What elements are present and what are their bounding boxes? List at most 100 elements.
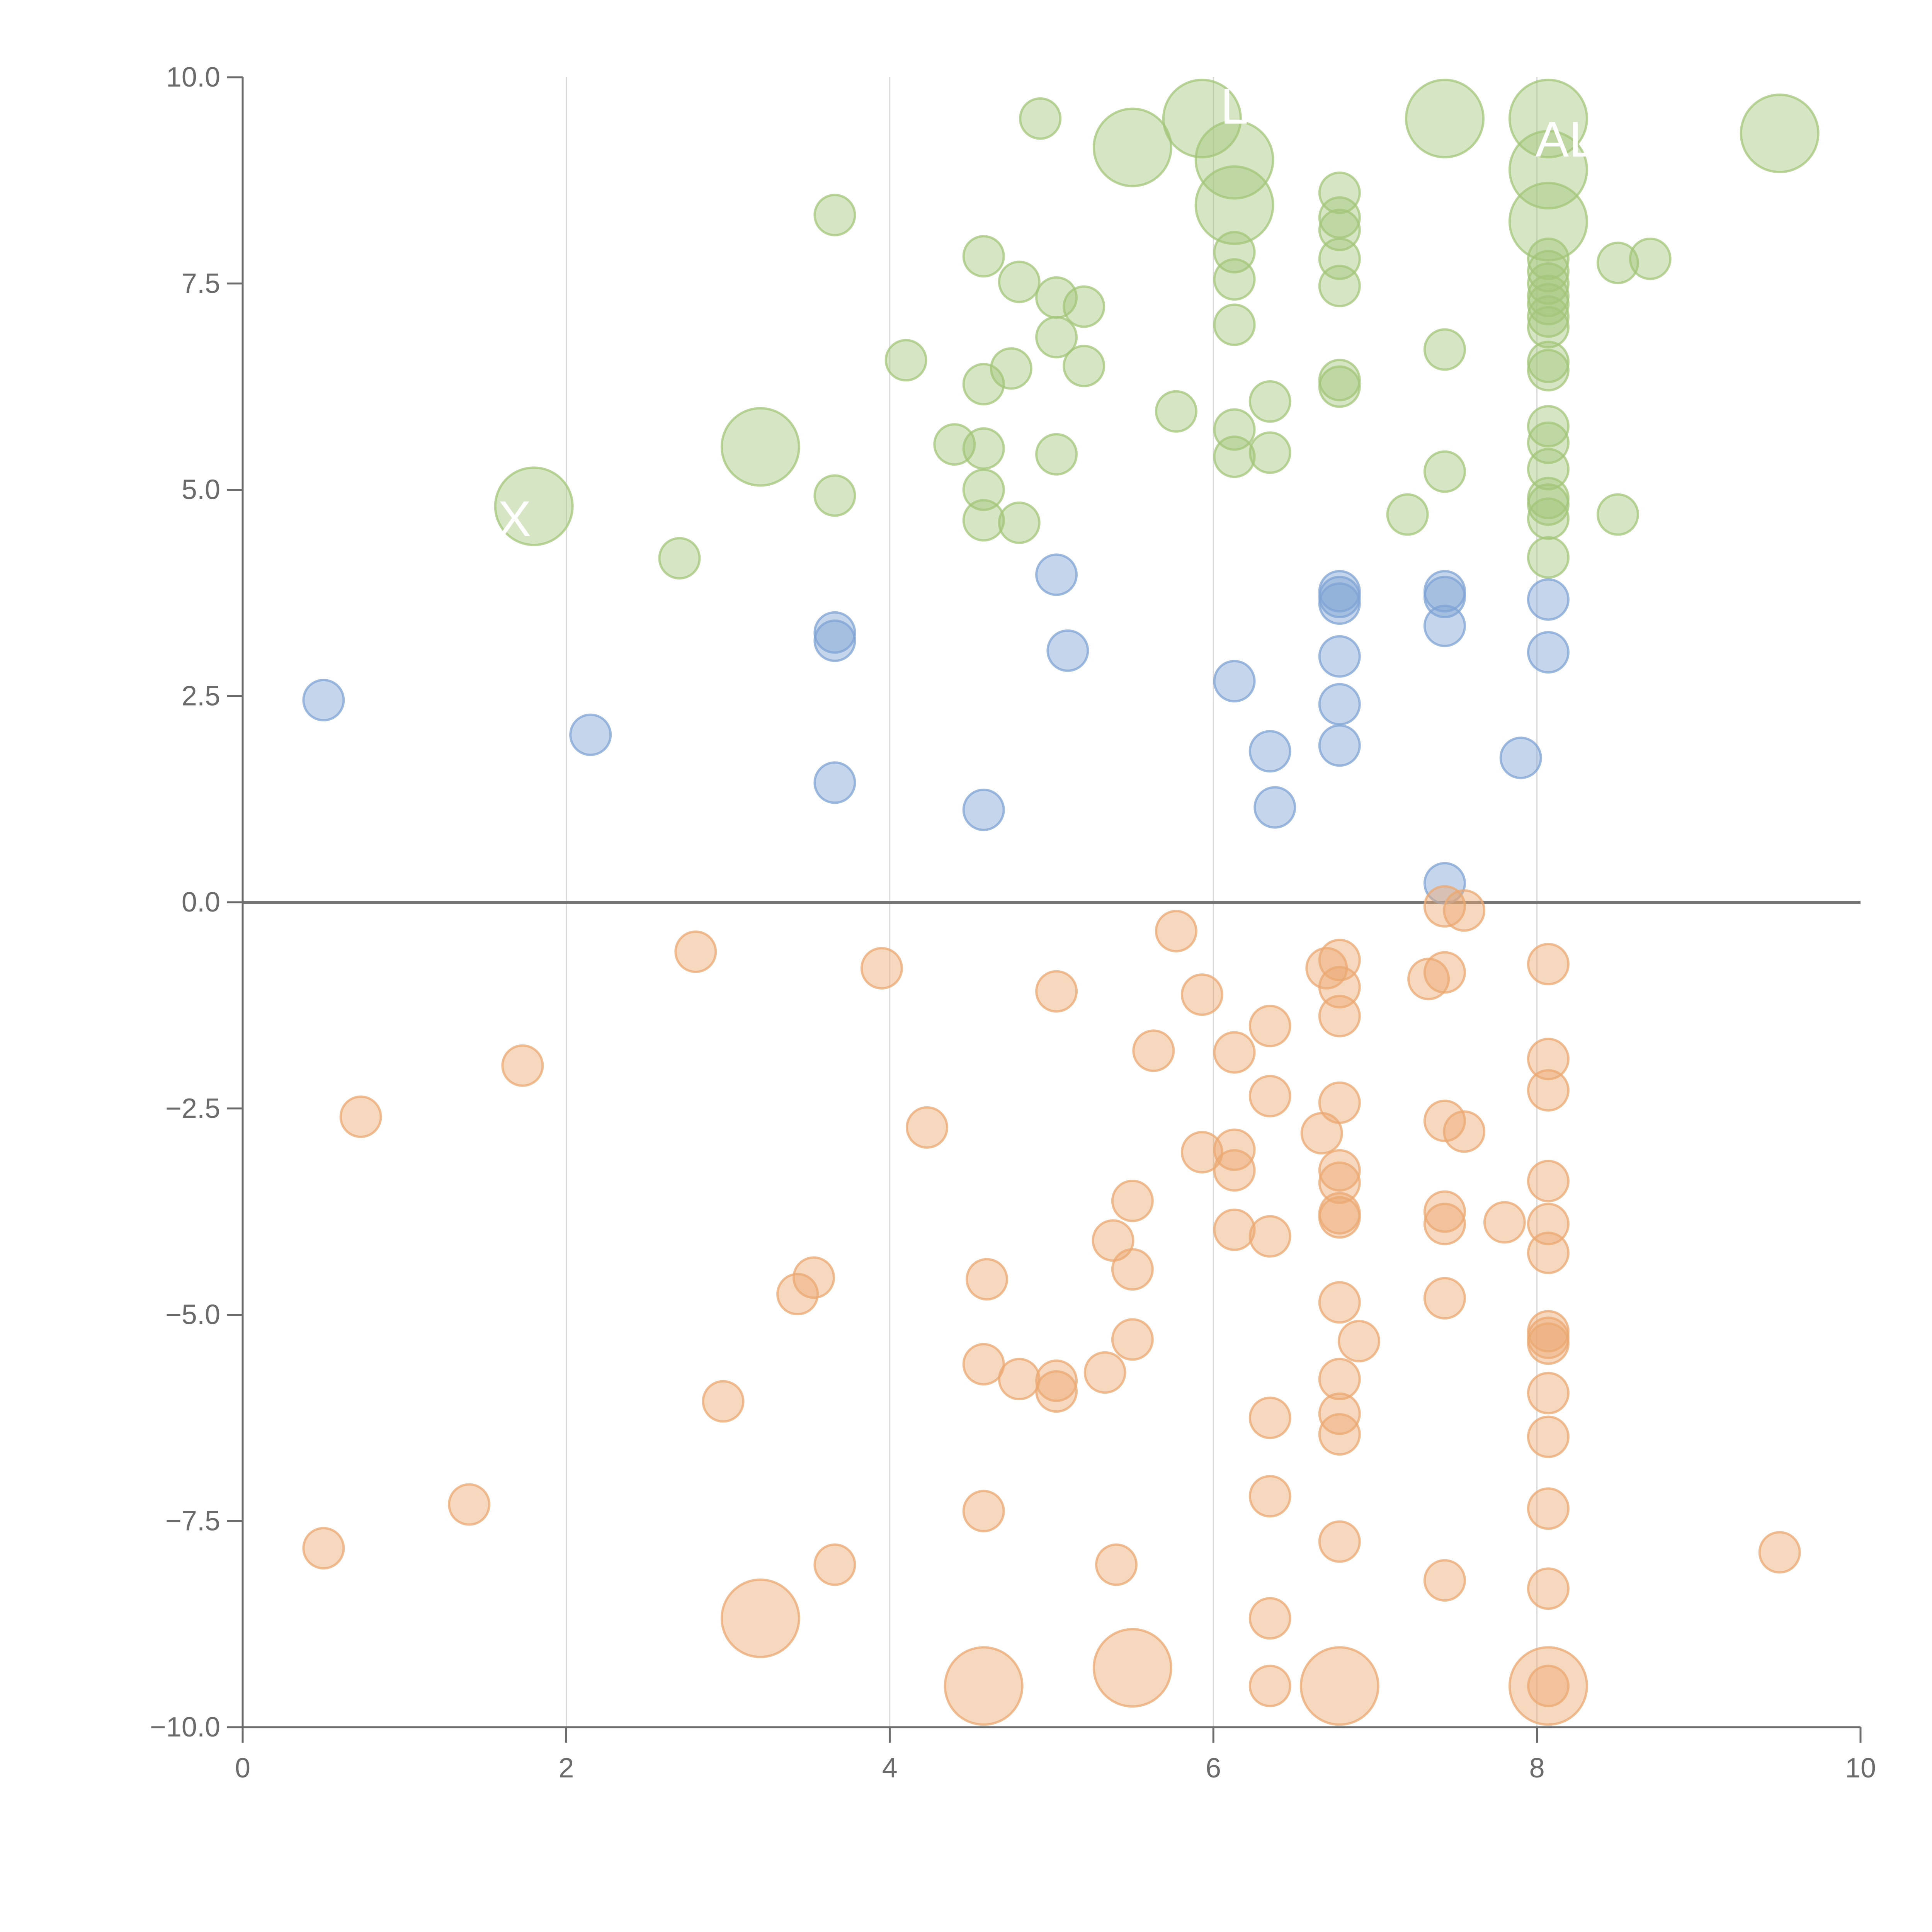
data-point [720, 1578, 800, 1658]
data-point [1111, 1318, 1154, 1361]
bubble-label: AL [1535, 111, 1597, 167]
data-point [1035, 433, 1078, 476]
y-tick-label: −5.0 [165, 1299, 220, 1330]
data-point [1035, 1370, 1078, 1413]
data-point [962, 499, 1005, 542]
data-point [1248, 1396, 1291, 1439]
data-point [702, 1380, 745, 1423]
data-point [998, 501, 1041, 544]
data-point [1423, 1202, 1466, 1245]
data-point [1423, 576, 1466, 619]
data-point [1248, 1665, 1291, 1708]
data-point [1083, 1351, 1126, 1394]
data-point [1213, 1208, 1256, 1251]
data-point [962, 1490, 1005, 1532]
x-tick-label: 4 [882, 1753, 898, 1784]
data-point [1318, 265, 1361, 308]
data-point [1527, 1665, 1570, 1708]
data-point [1213, 660, 1256, 702]
data-point [1318, 1358, 1361, 1401]
data-point [962, 1343, 1005, 1386]
data-point [1527, 1415, 1570, 1458]
data-point [501, 1044, 544, 1087]
data-point [1318, 582, 1361, 625]
data-point [1508, 182, 1588, 262]
data-point [1527, 1069, 1570, 1112]
x-tick-label: 6 [1206, 1753, 1221, 1784]
bubble-label: L [1220, 78, 1248, 134]
data-point [1248, 1005, 1291, 1048]
data-point [998, 260, 1041, 303]
data-point [1318, 683, 1361, 726]
data-point [1758, 1531, 1801, 1574]
data-point [1213, 303, 1256, 346]
data-point [1527, 306, 1570, 349]
data-point [1508, 1646, 1588, 1726]
data-point [1248, 1075, 1291, 1117]
data-point [1248, 1475, 1291, 1518]
data-point [302, 679, 345, 721]
data-point [884, 339, 927, 382]
data-point [569, 713, 612, 756]
y-tick-label: 7.5 [182, 268, 220, 299]
data-point [1092, 1628, 1172, 1708]
data-point [1596, 493, 1639, 536]
data-point [1092, 107, 1172, 187]
data-point [1300, 1112, 1343, 1155]
data-point [1318, 966, 1361, 1009]
data-point [1063, 285, 1105, 328]
data-point [1213, 1149, 1256, 1192]
data-point [1248, 431, 1291, 474]
data-point [1527, 405, 1570, 448]
bubble-label: X [498, 490, 531, 547]
data-point [1248, 1597, 1291, 1640]
data-point [962, 235, 1005, 278]
data-point [1299, 1646, 1379, 1726]
data-point [1527, 483, 1570, 526]
data-point [1423, 328, 1466, 371]
y-tick-label: −7.5 [165, 1505, 220, 1536]
y-tick-label: 2.5 [182, 680, 220, 711]
data-point [1035, 316, 1078, 359]
data-point [1443, 1110, 1486, 1153]
data-point [1318, 1196, 1361, 1239]
data-point [1318, 1281, 1361, 1324]
x-tick-label: 0 [235, 1753, 250, 1784]
data-point [1527, 536, 1570, 579]
x-tick-label: 10 [1845, 1753, 1876, 1784]
data-point [860, 947, 903, 990]
data-point [813, 474, 856, 517]
data-point [1111, 1248, 1154, 1291]
data-point [1035, 1359, 1078, 1402]
data-point [1213, 258, 1256, 301]
data-point [1318, 1149, 1361, 1192]
data-point [1527, 1322, 1570, 1365]
data-point [1405, 78, 1485, 158]
data-point [813, 761, 856, 804]
y-tick-label: −10.0 [150, 1712, 220, 1743]
data-point [1155, 910, 1197, 952]
data-point [944, 1646, 1024, 1726]
data-point [1527, 349, 1570, 391]
data-point [674, 930, 717, 973]
data-point [1527, 1160, 1570, 1202]
data-point [1423, 1277, 1466, 1320]
data-point [1527, 1037, 1570, 1080]
data-point [1527, 1567, 1570, 1610]
data-point [962, 427, 1005, 470]
data-point [658, 537, 701, 580]
data-point [1318, 365, 1361, 408]
data-point [1527, 448, 1570, 491]
data-point [813, 619, 856, 662]
data-point [1527, 1372, 1570, 1415]
data-point [1213, 1031, 1256, 1074]
data-point [1318, 208, 1361, 251]
data-point [1527, 295, 1570, 338]
data-point [1318, 1161, 1361, 1204]
data-point [1499, 736, 1542, 779]
data-point [962, 788, 1005, 831]
data-point [1213, 435, 1256, 478]
x-tick-label: 8 [1529, 1753, 1545, 1784]
data-point [1527, 250, 1570, 293]
